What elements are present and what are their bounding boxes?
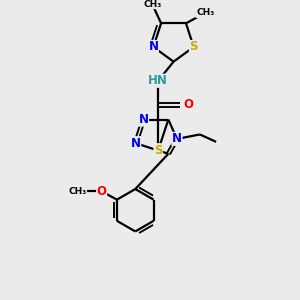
Text: CH₃: CH₃ [68, 187, 87, 196]
Text: N: N [172, 132, 182, 146]
Text: S: S [154, 144, 163, 157]
Text: S: S [189, 40, 198, 53]
Text: N: N [131, 137, 141, 150]
Text: HN: HN [148, 74, 168, 87]
Text: CH₃: CH₃ [196, 8, 214, 17]
Text: CH₃: CH₃ [143, 0, 161, 9]
Text: O: O [97, 185, 106, 198]
Text: O: O [184, 98, 194, 111]
Text: N: N [138, 113, 148, 126]
Text: N: N [148, 40, 158, 53]
